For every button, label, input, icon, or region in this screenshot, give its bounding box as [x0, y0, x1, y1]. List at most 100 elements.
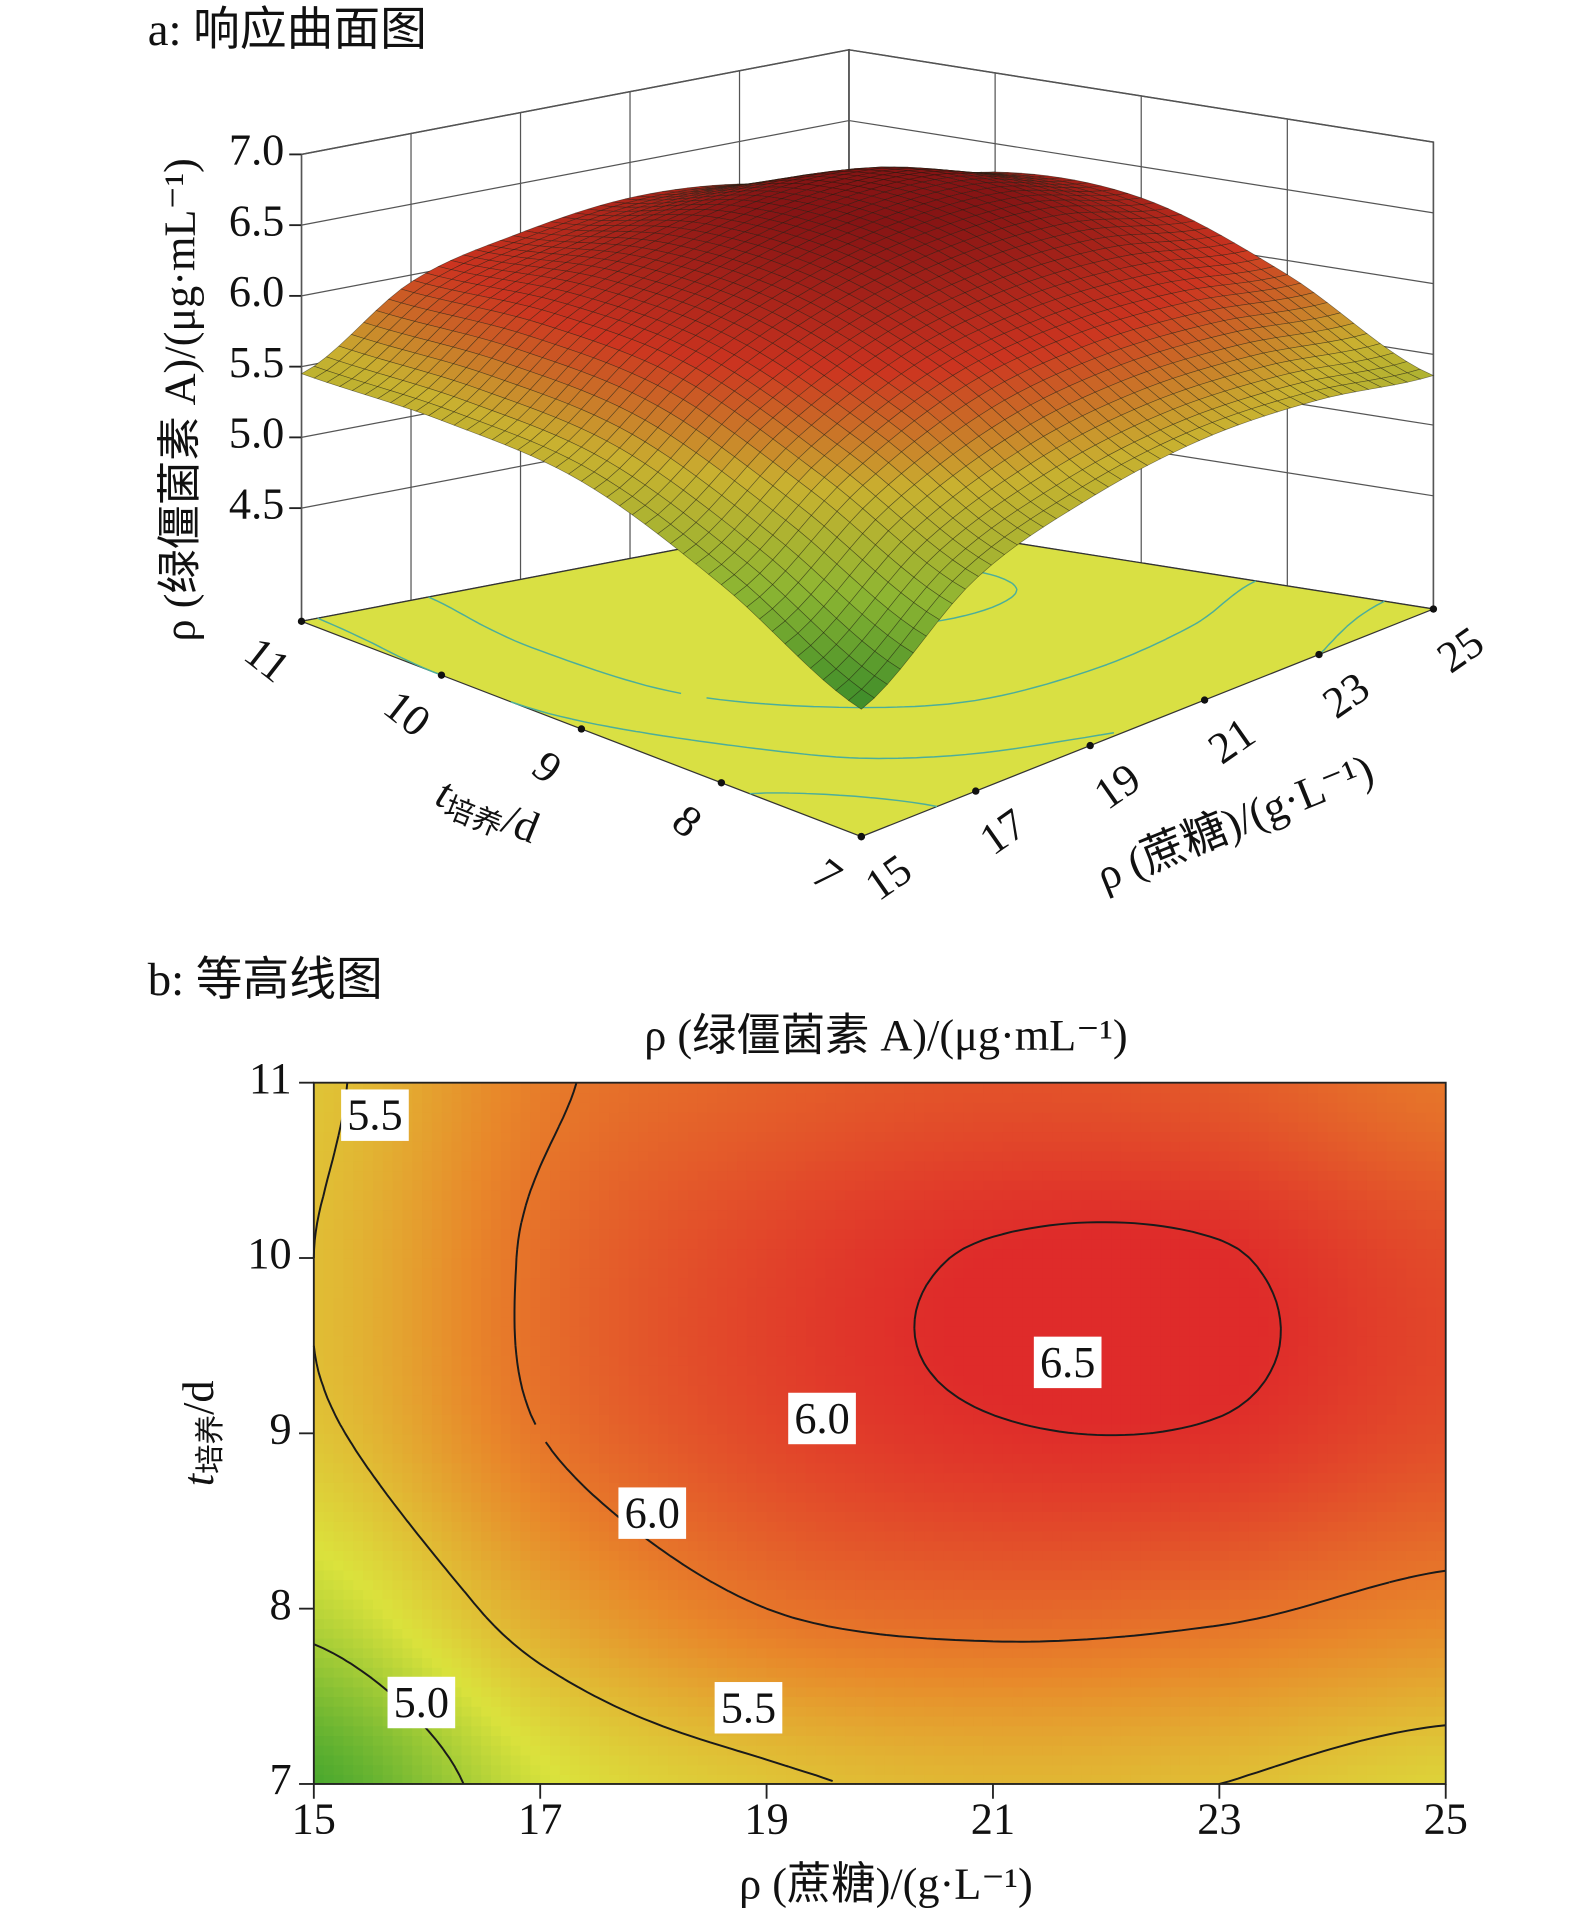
heat-cell — [1189, 1764, 1201, 1775]
heat-cell — [746, 1667, 758, 1678]
heat-cell — [490, 1550, 502, 1561]
heat-cell — [796, 1647, 807, 1659]
heat-cell — [1327, 1569, 1339, 1581]
heat-cell — [953, 1530, 965, 1542]
heat-cell — [550, 1530, 561, 1542]
heat-cell — [510, 1530, 522, 1542]
heat-cell — [697, 1637, 709, 1649]
heat-cell — [540, 1754, 551, 1766]
heat-cell — [815, 1530, 827, 1542]
heat-cell — [1209, 1598, 1221, 1610]
heat-cell — [1406, 1686, 1417, 1698]
heat-cell — [461, 1550, 473, 1561]
heat-cell — [1081, 1589, 1093, 1600]
heat-cell — [422, 1559, 433, 1571]
heat-cell — [1327, 1598, 1339, 1610]
heat-cell — [402, 1540, 413, 1551]
heat-cell — [933, 1754, 945, 1766]
heat-cell — [717, 1628, 728, 1639]
heat-cell — [933, 1589, 945, 1600]
heat-cell — [756, 1579, 768, 1590]
heat-cell — [992, 1647, 1004, 1659]
heat-cell — [1248, 1628, 1260, 1639]
heat-cell — [1366, 1618, 1378, 1629]
heat-cell — [1199, 1754, 1211, 1766]
heat-cell — [422, 1530, 433, 1542]
heat-cell — [717, 1559, 728, 1571]
heat-cell — [343, 1745, 354, 1756]
heat-cell — [648, 1676, 660, 1688]
heat-cell — [1002, 1745, 1014, 1756]
heat-cell — [1307, 1550, 1319, 1561]
heat-cell — [1327, 1579, 1339, 1590]
heat-cell — [1327, 1559, 1339, 1571]
heat-cell — [1189, 1686, 1201, 1698]
heat-cell — [1406, 1676, 1417, 1688]
heat-cell — [500, 1569, 512, 1581]
heat-cell — [363, 1686, 374, 1698]
heat-cell — [825, 1735, 837, 1746]
heat-cell — [756, 1735, 768, 1746]
heat-cell — [471, 1735, 482, 1746]
heat-cell — [1130, 1598, 1142, 1610]
heat-cell — [412, 1628, 423, 1639]
heat-cell — [1042, 1530, 1053, 1542]
heat-cell — [609, 1540, 620, 1551]
heat-cell — [1278, 1745, 1289, 1756]
heat-cell — [1366, 1745, 1378, 1756]
heat-cell — [323, 1706, 335, 1717]
heat-cell — [658, 1657, 669, 1668]
heat-cell — [1386, 1696, 1398, 1707]
heat-cell — [540, 1647, 551, 1659]
heat-cell — [569, 1647, 581, 1659]
heat-cell — [914, 1530, 925, 1542]
heat-cell — [737, 1637, 748, 1649]
heat-cell — [1091, 1725, 1102, 1737]
heat-cell — [894, 1589, 906, 1600]
heat-cell — [1189, 1530, 1201, 1542]
heat-cell — [412, 1569, 423, 1581]
heat-cell — [1130, 1676, 1142, 1688]
heat-cell — [1229, 1540, 1240, 1551]
heat-cell — [845, 1676, 856, 1688]
heat-cell — [530, 1735, 541, 1746]
heat-cell — [540, 1608, 551, 1620]
heat-cell — [904, 1589, 915, 1600]
heat-cell — [530, 1686, 541, 1698]
heat-cell — [1012, 1608, 1024, 1620]
heat-cell — [422, 1579, 433, 1590]
heat-cell — [707, 1550, 719, 1561]
heat-cell — [1396, 1764, 1408, 1775]
heat-cell — [1130, 1550, 1142, 1561]
heat-cell — [815, 1764, 827, 1775]
heat-cell — [441, 1550, 453, 1561]
chart-subtitle: ρ (绿僵菌素 A)/(μg·mL⁻¹) — [644, 1011, 1127, 1060]
heat-cell — [1012, 1530, 1024, 1542]
heat-cell — [1298, 1647, 1309, 1659]
heat-cell — [1071, 1735, 1083, 1746]
heat-cell — [1239, 1608, 1250, 1620]
heat-cell — [1179, 1637, 1191, 1649]
heat-cell — [323, 1715, 335, 1727]
heat-cell — [796, 1559, 807, 1571]
heat-cell — [530, 1569, 541, 1581]
heat-cell — [1130, 1608, 1142, 1620]
heat-cell — [1022, 1540, 1034, 1551]
heat-cell — [1386, 1676, 1398, 1688]
heat-cell — [924, 1754, 935, 1766]
heat-cell — [481, 1579, 492, 1590]
heat-cell — [835, 1735, 847, 1746]
heat-cell — [490, 1667, 502, 1678]
heat-cell — [874, 1657, 886, 1668]
heat-cell — [1140, 1657, 1152, 1668]
heat-cell — [1298, 1676, 1309, 1688]
heat-cell — [1052, 1550, 1063, 1561]
heat-cell — [490, 1657, 502, 1668]
heat-cell — [559, 1647, 571, 1659]
heat-cell — [1229, 1657, 1240, 1668]
heat-cell — [313, 1745, 325, 1756]
heat-cell — [1366, 1530, 1378, 1542]
heat-cell — [1366, 1686, 1378, 1698]
heat-cell — [1189, 1550, 1201, 1561]
heat-cell — [1219, 1530, 1230, 1542]
